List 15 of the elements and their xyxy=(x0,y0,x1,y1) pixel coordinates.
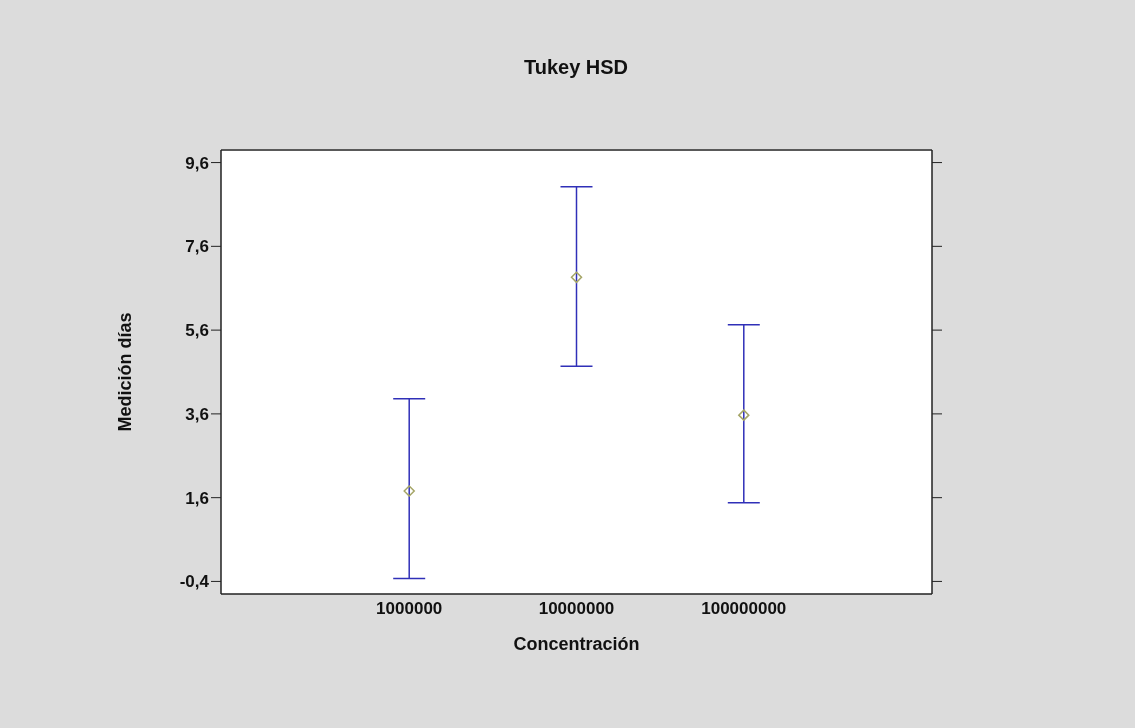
x-tick-label: 10000000 xyxy=(538,599,615,619)
chart-title: Tukey HSD xyxy=(522,56,630,79)
y-axis-title: Medición días xyxy=(115,312,136,432)
y-tick-label: -0,4 xyxy=(179,572,210,592)
point xyxy=(403,485,415,497)
x-axis-title: Concentración xyxy=(513,634,640,654)
y-tick-label: 3,6 xyxy=(185,404,209,424)
y-tick-label: 1,6 xyxy=(185,488,209,508)
point xyxy=(570,271,583,284)
y-tick-label: 5,6 xyxy=(185,321,209,341)
y-tick-label: 7,6 xyxy=(185,237,209,257)
y-tick-label: 9,6 xyxy=(185,153,209,173)
x-tick-label: 100000000 xyxy=(701,599,787,619)
point xyxy=(738,409,750,421)
x-tick-label: 1000000 xyxy=(376,599,443,619)
